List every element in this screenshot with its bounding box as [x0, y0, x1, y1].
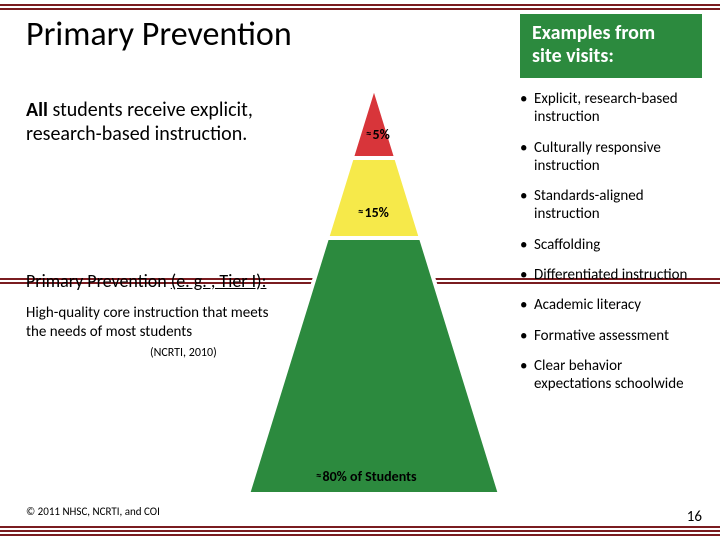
pyramid-svg — [244, 80, 504, 500]
intro-text: All students receive explicit, research-… — [26, 98, 276, 147]
pyramid-tier1-value: 80% of Students — [322, 468, 416, 485]
pyramid-label-tier1: ≈80% of Students — [316, 468, 417, 485]
list-item: Clear behavior expectations schoolwide — [520, 357, 702, 394]
pyramid-label-tier3: ≈5% — [366, 126, 390, 143]
tier-heading-plain: Primary Prevention — [26, 270, 171, 292]
tier-heading: Primary Prevention (e. g. , Tier I): — [26, 270, 266, 292]
examples-bullet-list: Explicit, research-based instruction Cul… — [520, 90, 702, 406]
bullet-text: Formative assessment — [534, 327, 669, 345]
decor-rule — [0, 530, 720, 532]
list-item: Culturally responsive instruction — [520, 139, 702, 176]
decor-rule — [0, 526, 720, 528]
bullet-text: Culturally responsive instruction — [534, 139, 661, 175]
intro-rest: students receive explicit, research-base… — [26, 98, 253, 146]
tier-body: High-quality core instruction that meets… — [26, 304, 276, 342]
examples-header-line2: site visits: — [532, 44, 614, 68]
pyramid-label-tier2: ≈15% — [358, 204, 389, 221]
list-item: Academic literacy — [520, 296, 702, 314]
list-item: Scaffolding — [520, 236, 702, 254]
decor-rule — [0, 8, 720, 10]
bullet-text: Standards-aligned instruction — [534, 187, 644, 223]
bullet-text: Scaffolding — [534, 236, 600, 254]
examples-header-line1: Examples from — [532, 21, 655, 45]
tier-citation: (NCRTI, 2010) — [150, 346, 217, 360]
rti-pyramid: ≈5% ≈15% ≈80% of Students — [244, 80, 504, 500]
examples-header-box: Examples from site visits: — [520, 14, 702, 78]
list-item: Differentiated instruction — [520, 266, 702, 284]
list-item: Standards-aligned instruction — [520, 187, 702, 224]
bullet-text: Academic literacy — [534, 296, 641, 314]
bullet-text: Clear behavior expectations schoolwide — [534, 357, 684, 393]
copyright-text: © 2011 NHSC, NCRTI, and COI — [26, 505, 160, 518]
list-item: Explicit, research-based instruction — [520, 90, 702, 127]
pyramid-tier2-value: 15% — [364, 204, 388, 221]
list-item: Formative assessment — [520, 327, 702, 345]
bullet-text: Explicit, research-based instruction — [534, 90, 678, 126]
decor-rule — [0, 534, 720, 536]
pyramid-tier3-value: 5% — [372, 126, 389, 143]
slide-title: Primary Prevention — [26, 14, 292, 55]
bullet-text: Differentiated instruction — [534, 266, 687, 284]
intro-bold: All — [26, 98, 48, 122]
page-number: 16 — [687, 508, 702, 526]
decor-rule — [0, 4, 720, 6]
